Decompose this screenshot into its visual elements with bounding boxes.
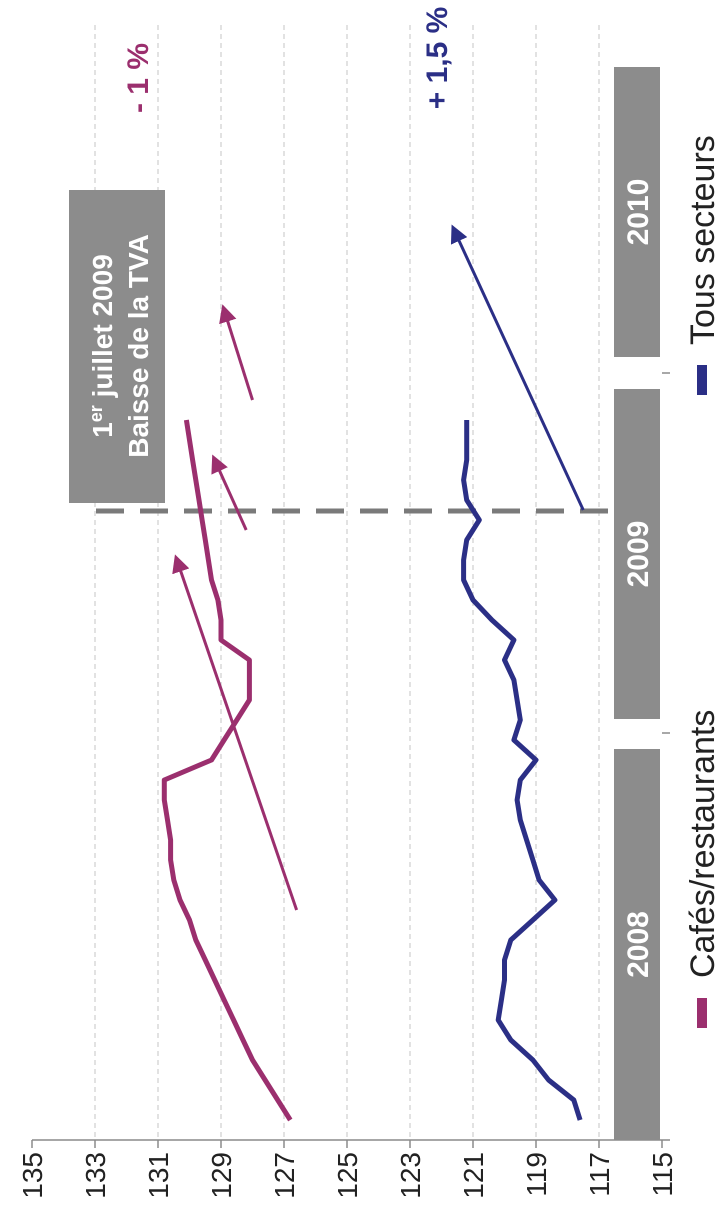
tick-label: 115 [647, 1152, 678, 1197]
trend-arrow [219, 304, 254, 401]
tick-label: 135 [17, 1152, 48, 1199]
legend-swatch-cafes [697, 998, 707, 1028]
tick-label: 121 [458, 1152, 489, 1199]
change-labels: - 1 % + 1,5 % [122, 7, 454, 113]
series-lines [161, 419, 583, 1122]
change-label: - 1 % [122, 43, 155, 113]
series-line [461, 420, 583, 1121]
legend: Cafés/restaurants Tous secteurs [684, 135, 722, 1028]
year-band [614, 389, 660, 719]
tick-label: 119 [521, 1152, 552, 1197]
change-label: + 1,5 % [421, 7, 454, 110]
value-axis-ticks: 115 117 119 121 123 125 127 129 131 133 135 [17, 1140, 678, 1199]
legend-label-cafes: Cafés/restaurants [684, 710, 722, 978]
tick-label: 129 [206, 1152, 237, 1199]
grid-lines [94, 25, 600, 1140]
tick-label: 117 [584, 1152, 615, 1197]
tick-label: 125 [332, 1152, 363, 1199]
legend-label-tous-secteurs: Tous secteurs [684, 135, 722, 345]
trend-arrow [211, 454, 248, 531]
year-band [614, 749, 660, 1140]
year-band [614, 67, 660, 357]
tick-label: 131 [143, 1152, 174, 1199]
vat-annotation-date: 1er juillet 2009 [86, 254, 118, 438]
tick-label: 133 [80, 1152, 111, 1199]
year-label: 2010 [622, 179, 655, 246]
year-label: 2009 [622, 521, 655, 588]
vat-annotation-label: Baisse de la TVA [123, 234, 154, 458]
tick-label: 127 [269, 1152, 300, 1199]
vat-event: 1er juillet 2009 Baisse de la TVA [69, 190, 612, 514]
year-label: 2008 [622, 911, 655, 978]
series-line [161, 419, 293, 1122]
trend-arrows [172, 224, 585, 911]
trend-arrow [450, 224, 585, 511]
vat-annotation-box [69, 190, 165, 503]
year-bands: 2008 2009 2010 [614, 67, 670, 1140]
trend-arrow [172, 554, 299, 911]
tick-label: 123 [395, 1152, 426, 1199]
legend-swatch-tous-secteurs [697, 365, 707, 395]
